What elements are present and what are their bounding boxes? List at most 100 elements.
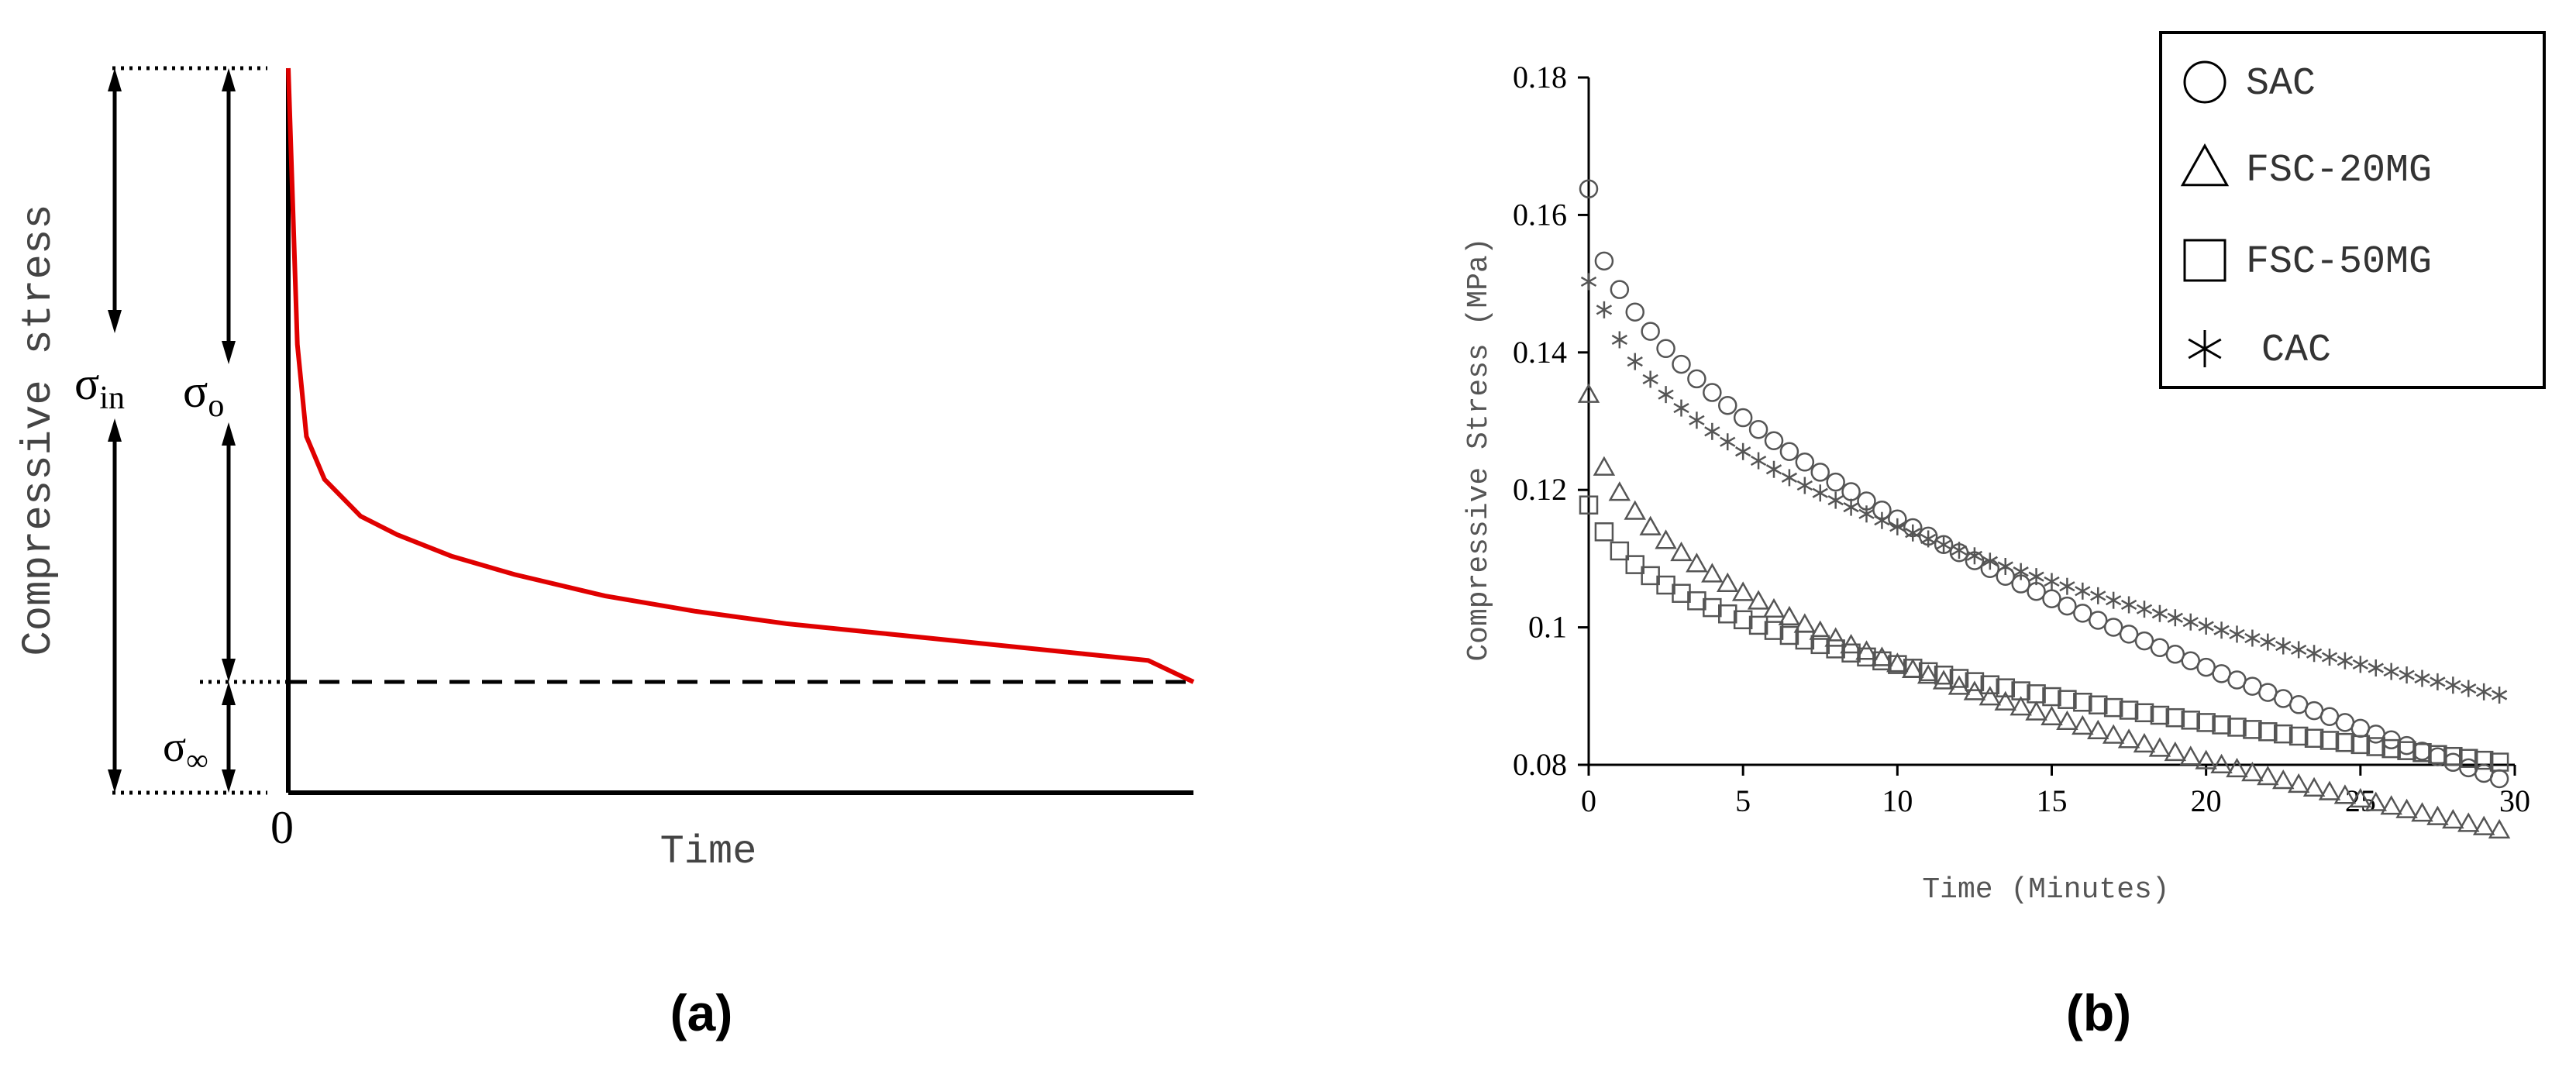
data-point [1579, 179, 1599, 198]
data-point [1765, 460, 1782, 478]
data-point [1932, 670, 1955, 690]
data-point [2476, 683, 2492, 701]
sigma-in-arrow-lower [108, 418, 122, 793]
data-point [2445, 676, 2461, 694]
data-point [2430, 673, 2446, 690]
stress-relaxation-curve [286, 67, 1195, 684]
data-point [1951, 542, 1968, 559]
panel-b-legend: SAC FSC-20MG FSC-50MG CAC [2159, 31, 2546, 389]
data-point [1965, 672, 1985, 691]
data-point [1625, 302, 1644, 322]
data-point [2318, 780, 2341, 800]
sigma-in-arrow-upper-head-bottom [108, 310, 122, 333]
data-point [1841, 643, 1861, 663]
x-tick-label: 15 [2037, 783, 2068, 818]
data-point [1750, 452, 1767, 470]
data-point [2089, 695, 2108, 714]
data-point [1594, 251, 1614, 271]
data-point [2151, 604, 2168, 622]
data-point [1978, 686, 2002, 706]
legend-label-cac: CAC [2261, 329, 2331, 373]
data-point [1872, 651, 1892, 671]
data-point [1824, 627, 1847, 647]
data-point [2134, 631, 2154, 651]
data-point [2165, 707, 2185, 728]
data-point [1687, 591, 1706, 611]
y-tick-label: 0.18 [1513, 60, 1567, 95]
data-point [2319, 731, 2340, 750]
data-point [2459, 749, 2478, 768]
data-point [1610, 541, 1630, 561]
sigma-in-arrow-upper-head-top [108, 68, 122, 91]
sigma-inf-arrow-head-bottom [222, 769, 236, 793]
data-point [1720, 433, 1736, 451]
sigma-o-label: σo [183, 366, 224, 424]
data-point [2352, 656, 2368, 673]
data-point [2150, 705, 2170, 725]
data-point [2213, 621, 2230, 639]
data-point [2103, 697, 2123, 718]
data-point [2226, 757, 2248, 778]
panel-b-y-label: Compressive Stress (MPa) [1462, 237, 1496, 661]
panel-b-ticks: 0 5 10 15 20 25 300.080.10.120.140.160.18 [1513, 60, 2530, 818]
data-point [2059, 577, 2075, 595]
y-tick-label: 0.1 [1528, 610, 1567, 645]
panel-b-data-markers [1577, 179, 2511, 839]
data-point [1855, 640, 1878, 660]
data-point [1966, 547, 1983, 565]
data-point [1703, 597, 1722, 618]
data-point [2380, 795, 2402, 815]
data-point [1826, 639, 1845, 659]
series-sac [1579, 179, 2509, 789]
data-point [1764, 431, 1784, 451]
data-point [2414, 670, 2430, 687]
data-point [2090, 587, 2106, 604]
data-point [1658, 386, 1674, 404]
data-point [1982, 552, 1998, 570]
data-point [2472, 815, 2495, 835]
data-point [2227, 718, 2247, 737]
data-point [2181, 711, 2200, 730]
data-point [1579, 495, 1599, 515]
series-fsc-20mg [1577, 383, 2511, 839]
sigma-o-arrow-upper-head-bottom [222, 341, 236, 364]
data-point [1781, 469, 1798, 487]
data-point [1920, 530, 1937, 548]
data-point [1871, 646, 1893, 666]
data-point [2164, 741, 2187, 762]
data-point [2040, 705, 2063, 725]
data-point [2119, 701, 2139, 720]
data-point [2399, 666, 2415, 684]
data-point [1827, 491, 1844, 509]
data-point [2150, 638, 2170, 657]
data-point [2025, 701, 2047, 721]
data-point [2337, 652, 2354, 670]
data-point [1779, 625, 1799, 645]
data-point [1810, 463, 1830, 482]
legend-marker-fsc-50mg [2183, 239, 2226, 282]
panel-a-origin-label: 0 [270, 802, 294, 853]
data-point [2489, 752, 2509, 772]
panel-b-x-label: Time (Minutes) [1922, 873, 2169, 907]
data-point [2148, 737, 2171, 757]
data-point [2368, 659, 2384, 676]
data-point [2260, 633, 2276, 651]
data-point [1935, 535, 1952, 553]
data-point [1747, 590, 1770, 610]
data-point [1641, 322, 1660, 341]
data-point [1843, 498, 1859, 516]
data-point [1718, 604, 1737, 624]
data-point [1934, 665, 1954, 685]
data-point [2335, 732, 2355, 752]
data-point [1796, 477, 1813, 494]
data-point [2272, 769, 2295, 790]
sigma-inf-label: σ∞ [163, 723, 208, 777]
data-point [1686, 552, 1708, 573]
data-point [2321, 649, 2338, 666]
data-point [2333, 784, 2357, 804]
data-point [2457, 812, 2480, 832]
data-point [2042, 589, 2061, 608]
data-point [2120, 596, 2137, 614]
data-point [1949, 669, 1969, 688]
